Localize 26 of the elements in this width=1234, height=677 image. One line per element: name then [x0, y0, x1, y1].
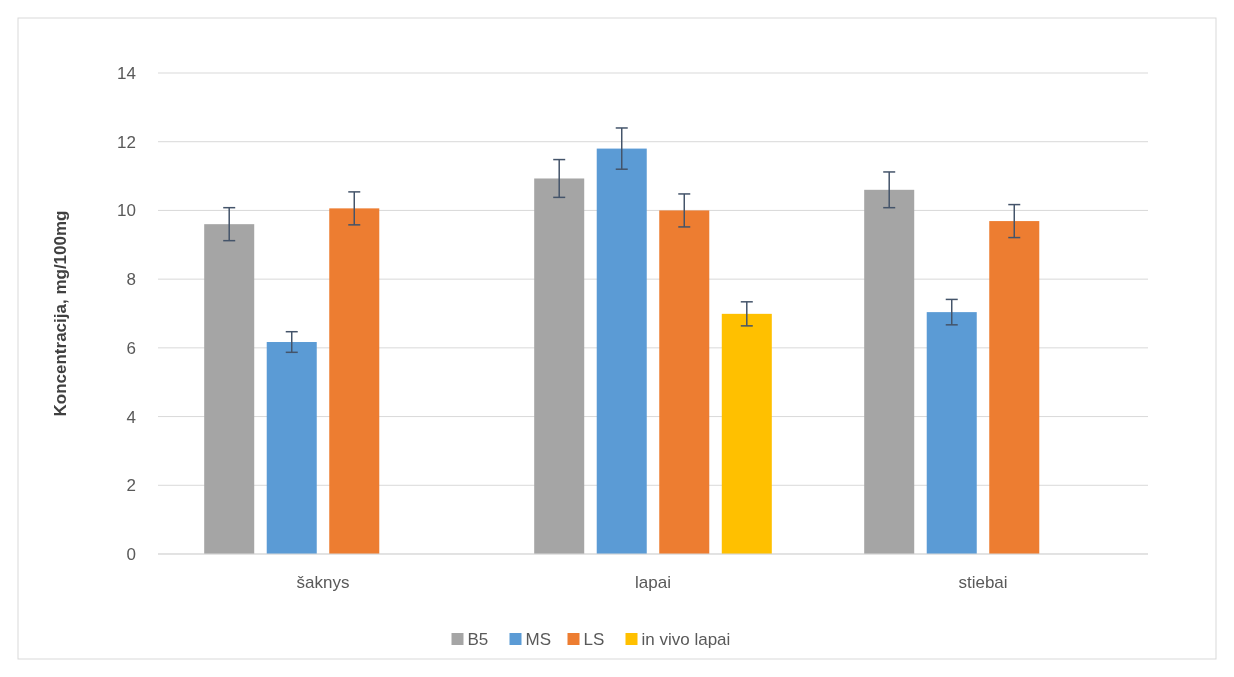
y-tick-label: 8: [126, 270, 136, 290]
y-tick-label: 2: [126, 476, 136, 496]
y-tick-label: 10: [117, 201, 136, 221]
bar: [659, 210, 710, 554]
bar: [864, 189, 915, 554]
legend-label: B5: [467, 629, 489, 649]
y-axis-title: Koncentracija, mg/100mg: [51, 210, 70, 417]
bar: [926, 312, 977, 554]
y-tick-label: 6: [126, 338, 136, 358]
bar: [721, 313, 772, 554]
bar: [266, 342, 317, 554]
x-tick-label: stiebai: [958, 573, 1008, 592]
bar: [204, 224, 255, 554]
y-tick-label: 4: [126, 407, 136, 427]
bar: [989, 221, 1040, 554]
y-tick-label: 12: [117, 132, 136, 152]
x-tick-label: šaknys: [296, 573, 350, 592]
bar: [329, 208, 380, 554]
legend-label: in vivo lapai: [641, 629, 731, 649]
y-tick-label: 0: [126, 544, 136, 564]
legend-label: LS: [583, 629, 605, 649]
x-tick-label: lapai: [635, 573, 671, 592]
bar: [596, 148, 647, 554]
legend-label: MS: [525, 629, 551, 649]
bar: [534, 178, 585, 554]
y-tick-label: 14: [117, 63, 136, 83]
